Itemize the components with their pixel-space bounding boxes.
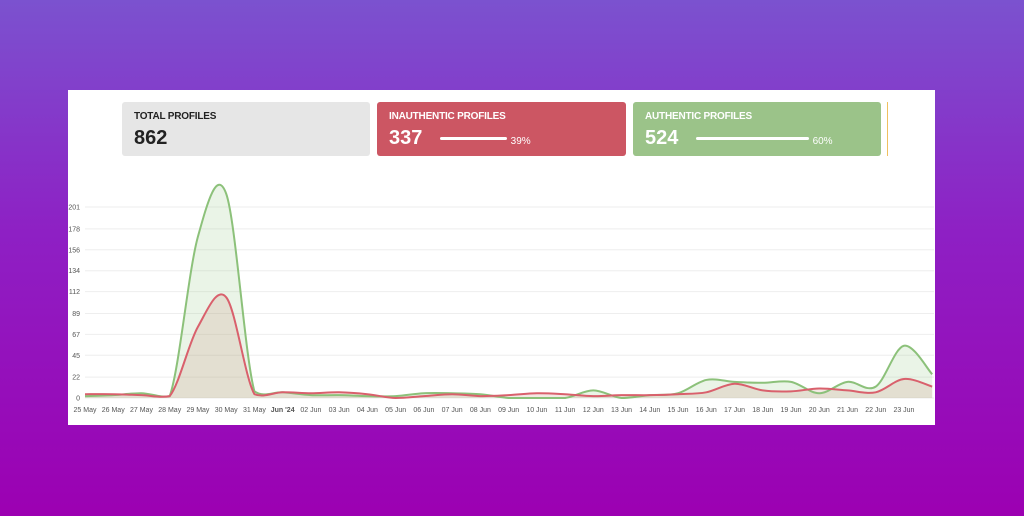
y-tick-label: 45 [72,353,80,360]
x-tick-label: 28 May [158,407,181,414]
y-tick-label: 0 [76,396,80,403]
y-tick-label: 156 [68,247,80,254]
x-tick-label: 16 Jun [696,407,717,414]
total-profiles-label: TOTAL PROFILES [134,111,217,122]
authentic-percent: 60% [812,136,833,147]
x-tick-label: 13 Jun [611,407,632,414]
profiles-timeline-chart: 0 22 45 67 89 112 134 156 178 201 25 May 26 May 27 M… [68,184,934,414]
authentic-line [84,184,933,400]
x-tick-label: 05 Jun [385,407,406,414]
inauthentic-line [84,293,933,400]
x-tick-label: 23 Jun [893,407,914,414]
authentic-profiles-card[interactable]: AUTHENTIC PROFILES 524 60% [633,102,881,156]
x-tick-label: 30 May [215,407,238,414]
y-tick-label: 22 [72,375,80,382]
y-tick-label: 112 [69,289,80,296]
inauthentic-profiles-value: 337 [389,127,423,149]
y-tick-label: 134 [68,268,80,275]
total-profiles-value: 862 [134,127,168,149]
x-tick-label: 09 Jun [498,407,519,414]
x-tick-label: 07 Jun [442,407,463,414]
x-tick-label: 10 Jun [526,407,547,414]
inauthentic-percent: 39% [510,136,531,147]
x-tick-label: 26 May [102,407,125,414]
x-tick-label: 08 Jun [470,407,491,414]
inauthentic-progress-bar [440,137,507,140]
authentic-profiles-value: 524 [645,127,679,149]
inauthentic-profiles-label: INAUTHENTIC PROFILES [389,111,506,122]
x-tick-label: Jun '24 [271,407,295,414]
x-tick-label: 03 Jun [329,407,350,414]
next-card-edge [887,102,888,156]
x-tick-label: 19 Jun [780,407,801,414]
x-tick-label: 29 May [186,407,209,414]
x-tick-label: 02 Jun [300,407,321,414]
x-tick-label: 12 Jun [583,407,604,414]
authentic-progress-bar [696,137,809,140]
dashboard-panel: TOTAL PROFILES 862 INAUTHENTIC PROFILES … [68,90,935,425]
x-tick-label: 27 May [130,407,153,414]
x-tick-label: 31 May [243,407,266,414]
x-tick-label: 20 Jun [809,407,830,414]
x-tick-label: 22 Jun [865,407,886,414]
x-tick-label: 14 Jun [639,407,660,414]
x-tick-label: 21 Jun [837,407,858,414]
x-tick-label: 17 Jun [724,407,745,414]
x-tick-label: 04 Jun [357,407,378,414]
y-tick-label: 201 [68,205,80,212]
x-tick-label: 11 Jun [555,407,576,414]
x-tick-label: 06 Jun [413,407,434,414]
y-tick-label: 67 [72,332,80,339]
x-tick-label: 25 May [74,407,97,414]
y-tick-label: 178 [68,226,80,233]
x-tick-label: 18 Jun [752,407,773,414]
y-tick-label: 89 [72,311,80,318]
inauthentic-area [85,294,933,398]
x-tick-label: 15 Jun [668,407,689,414]
authentic-profiles-label: AUTHENTIC PROFILES [645,111,752,122]
inauthentic-profiles-card[interactable]: INAUTHENTIC PROFILES 337 39% [377,102,626,156]
total-profiles-card[interactable]: TOTAL PROFILES 862 [122,102,370,156]
